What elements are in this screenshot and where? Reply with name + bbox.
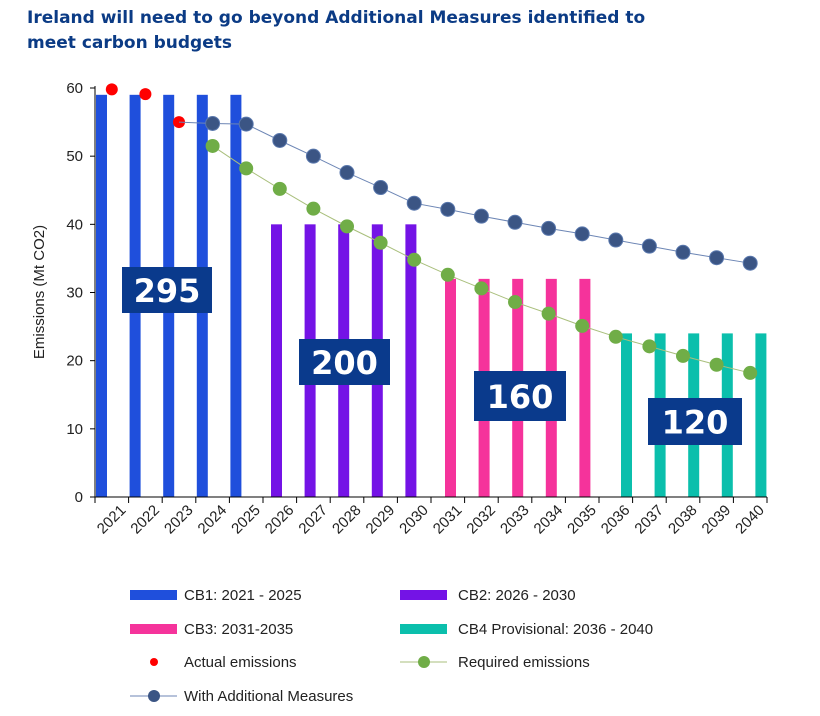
y-tick-label: 30: [66, 285, 83, 302]
x-tick-label: 2028: [329, 502, 365, 538]
bar-2040: [755, 333, 767, 497]
x-tick-label: 2030: [396, 502, 432, 538]
bar-2026: [271, 224, 282, 498]
y-axis-label: Emissions (Mt CO2): [31, 225, 48, 359]
point-2036: [608, 232, 624, 248]
legend-label: CB1: 2021 - 2025: [184, 587, 302, 604]
x-tick-label: 2033: [497, 502, 533, 538]
y-tick-label: 50: [66, 148, 83, 165]
bar-2030: [405, 224, 417, 498]
point-2038: [676, 348, 690, 363]
x-tick-label: 2038: [665, 502, 701, 538]
series-line: [178, 121, 751, 264]
legend-label: CB3: 2031-2035: [184, 621, 293, 638]
budget-label-box-CB3: [474, 371, 566, 421]
point-2039: [709, 357, 724, 372]
point-2021: [105, 83, 118, 96]
point-2038: [675, 244, 691, 260]
x-tick-label: 2026: [262, 502, 298, 538]
legend-label: Actual emissions: [184, 654, 297, 671]
point-2026: [272, 181, 287, 196]
x-tick-label: 2024: [195, 502, 231, 538]
bar-2036: [621, 333, 632, 497]
point-2025: [239, 161, 254, 176]
point-2035: [575, 318, 590, 333]
point-2040: [742, 255, 758, 271]
budget-label-box-CB2: [299, 339, 390, 385]
point-2030: [406, 195, 422, 211]
legend-marker: [150, 658, 158, 666]
legend-label: Required emissions: [458, 654, 590, 671]
budget-label-CB4: 120: [662, 404, 729, 442]
legend-swatch: [400, 590, 447, 600]
point-2032: [473, 208, 489, 224]
x-tick-label: 2037: [631, 502, 667, 538]
point-2032: [474, 281, 489, 296]
point-2031: [440, 201, 456, 217]
point-2028: [340, 219, 354, 234]
x-tick-label: 2029: [363, 502, 399, 538]
point-2037: [642, 339, 657, 354]
legend-marker: [418, 656, 430, 668]
x-tick-label: 2036: [598, 502, 634, 538]
point-2028: [339, 165, 355, 181]
x-tick-label: 2027: [295, 502, 331, 538]
point-2040: [743, 365, 758, 380]
x-tick-label: 2025: [228, 502, 264, 538]
point-2030: [407, 252, 422, 267]
x-tick-label: 2040: [732, 502, 768, 538]
budget-label-box-CB1: [122, 267, 212, 313]
point-2034: [541, 220, 557, 236]
x-tick-label: 2035: [564, 502, 600, 538]
legend-swatch: [130, 624, 177, 634]
point-2036: [608, 329, 623, 344]
x-tick-label: 2022: [127, 502, 163, 538]
legend-swatch: [400, 624, 447, 634]
budget-label-CB1: 295: [134, 272, 201, 310]
point-2037: [641, 238, 657, 254]
x-tick-label: 2031: [430, 502, 466, 538]
budget-label-CB2: 200: [311, 344, 378, 382]
legend-label: CB2: 2026 - 2030: [458, 587, 576, 604]
budget-label-CB3: 160: [487, 378, 554, 416]
point-2029: [373, 180, 389, 196]
point-2039: [709, 250, 725, 266]
y-tick-label: 0: [75, 489, 83, 506]
x-tick-label: 2034: [531, 502, 567, 538]
point-2024: [205, 115, 221, 131]
point-2027: [306, 201, 321, 216]
bar-2025: [230, 94, 242, 498]
point-2035: [574, 226, 590, 242]
bar-2031: [445, 278, 456, 497]
y-tick-label: 60: [66, 80, 83, 97]
y-tick-label: 20: [66, 353, 83, 370]
y-tick-label: 40: [66, 216, 83, 233]
x-tick-label: 2039: [699, 502, 735, 538]
legend-swatch: [130, 590, 177, 600]
legend-marker: [148, 690, 160, 702]
point-2029: [373, 235, 388, 250]
point-2031: [440, 267, 455, 282]
point-2024: [205, 138, 220, 153]
point-2034: [541, 306, 556, 321]
legend-label: CB4 Provisional: 2036 - 2040: [458, 621, 653, 638]
y-tick-label: 10: [66, 421, 83, 438]
x-tick-label: 2023: [161, 502, 197, 538]
x-tick-label: 2021: [94, 502, 130, 538]
x-tick-label: 2032: [463, 502, 499, 538]
point-2026: [272, 132, 288, 148]
chart-title: Ireland will need to go beyond Additiona…: [27, 8, 646, 53]
point-2033: [507, 214, 523, 230]
budget-label-box-CB4: [648, 398, 742, 445]
bar-2035: [579, 278, 591, 497]
legend-label: With Additional Measures: [184, 688, 353, 705]
point-2033: [508, 295, 522, 310]
point-2027: [305, 148, 321, 164]
point-2025: [238, 116, 254, 132]
bar-2021: [96, 94, 107, 498]
point-2022: [139, 88, 152, 101]
